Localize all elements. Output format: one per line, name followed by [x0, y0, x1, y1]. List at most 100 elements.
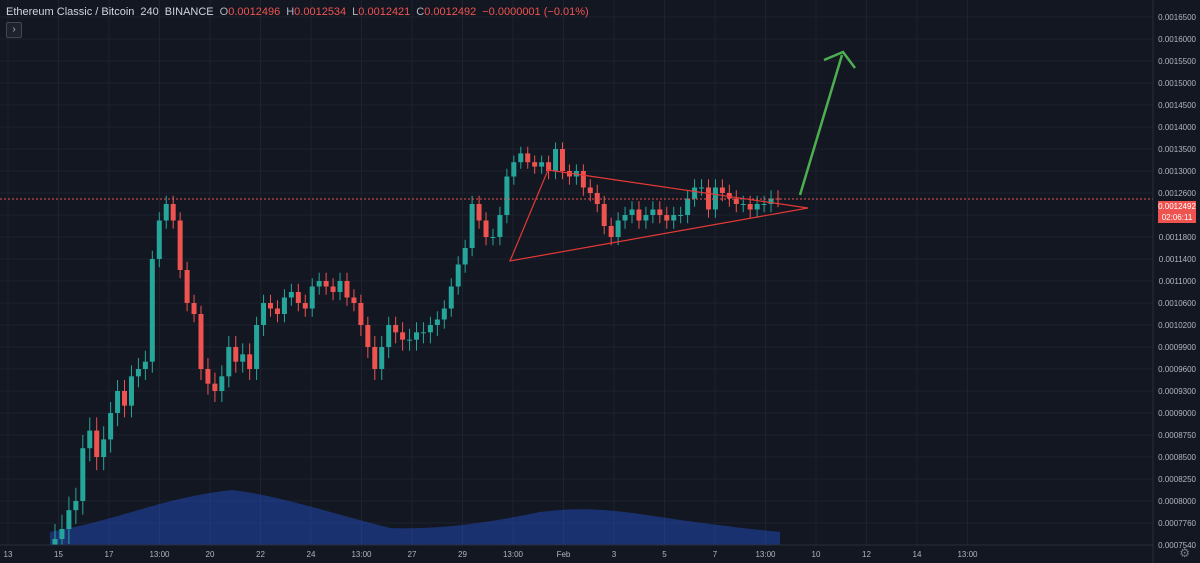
candle-body — [553, 149, 559, 171]
candle-body — [247, 354, 253, 369]
candle-body — [420, 332, 426, 334]
candle-body — [469, 204, 475, 248]
candle-body — [608, 226, 614, 237]
candle-body — [337, 281, 343, 292]
symbol-name[interactable]: Ethereum Classic / Bitcoin — [6, 6, 135, 18]
price-tick-label: 0.0011800 — [1159, 233, 1197, 242]
price-tick-label: 0.0010200 — [1158, 321, 1196, 330]
time-tick-label: 13:00 — [149, 550, 170, 559]
candle-body — [135, 369, 141, 377]
settings-gear-icon[interactable]: ⚙ — [1179, 546, 1190, 560]
candle-body — [448, 286, 454, 309]
price-tick-label: 0.0009000 — [1158, 409, 1196, 418]
candle-body — [712, 187, 718, 210]
candle-body — [365, 325, 371, 347]
candle-body — [650, 209, 656, 215]
symmetrical-triangle-drawing — [509, 169, 809, 262]
volume-area — [50, 490, 780, 545]
candle-body — [316, 281, 322, 287]
high-label: H — [286, 6, 295, 18]
time-tick-label: 13 — [4, 550, 13, 559]
candle-body — [761, 204, 767, 205]
chart-legend-header: Ethereum Classic / Bitcoin 240 BINANCE O… — [6, 6, 589, 18]
price-tick-label: 0.0013000 — [1158, 167, 1196, 176]
price-tick-label: 0.0013500 — [1158, 145, 1196, 154]
bar-countdown-tag: 02:06:11 — [1158, 212, 1196, 223]
candle-body — [87, 430, 93, 449]
candle-body — [281, 297, 287, 314]
price-axis-labels: 0.0016500 0.0016000 0.0015500 0.0015000 0.00… — [1158, 13, 1196, 550]
open-label: O — [219, 6, 229, 18]
candle-body — [386, 325, 392, 347]
candle-body — [754, 204, 760, 210]
candle-body — [80, 448, 86, 501]
candle-body — [128, 376, 134, 406]
time-tick-label: 5 — [662, 550, 667, 559]
candle-body — [94, 430, 100, 457]
candle-body — [462, 248, 468, 265]
candle-body — [643, 215, 649, 221]
candle-body — [268, 303, 274, 309]
candle-body — [476, 204, 482, 221]
candle-body — [393, 325, 399, 333]
candle-body — [671, 215, 677, 221]
price-tick-label: 0.0008500 — [1158, 453, 1196, 462]
candle-body — [323, 281, 329, 287]
last-price-tag: 0.0012492 — [1158, 201, 1196, 212]
candle-body — [407, 339, 413, 341]
candle-body — [226, 347, 232, 377]
open-value: 0.0012496 — [228, 6, 281, 18]
candle-body — [427, 325, 433, 333]
time-tick-label: 7 — [713, 550, 718, 559]
time-tick-label: 29 — [458, 550, 467, 559]
candle-body — [414, 332, 419, 340]
time-tick-label: 20 — [206, 550, 215, 559]
candle-body — [330, 286, 336, 292]
candle-body — [309, 286, 315, 309]
candle-body — [719, 187, 725, 193]
price-tick-label: 0.0010600 — [1158, 299, 1196, 308]
price-tick-label: 0.0015500 — [1158, 57, 1196, 66]
candle-body — [372, 347, 378, 369]
candle-body — [191, 303, 197, 314]
candle-body — [747, 204, 753, 210]
candle-body — [212, 383, 218, 391]
time-tick-label: 10 — [812, 550, 821, 559]
candle-body — [525, 153, 531, 163]
candle-body — [219, 376, 225, 391]
chart-grid — [0, 0, 1153, 546]
candle-body — [66, 510, 72, 529]
candle-body — [740, 204, 746, 205]
candle-body — [198, 314, 204, 369]
candle-body — [344, 281, 350, 298]
candle-body — [636, 209, 642, 221]
price-tick-label: 0.0008750 — [1158, 431, 1196, 440]
price-tick-label: 0.0014500 — [1158, 101, 1196, 110]
price-tick-label: 0.0007540 — [1158, 541, 1196, 550]
candle-body — [295, 292, 301, 303]
candle-body — [455, 264, 461, 287]
candle-body — [73, 501, 79, 511]
time-tick-label: 27 — [408, 550, 417, 559]
volume-ma-area — [50, 490, 780, 545]
candle-body — [587, 187, 593, 193]
candle-body — [101, 439, 107, 457]
candle-body — [108, 413, 114, 440]
candle-body — [657, 209, 663, 215]
candle-body — [726, 193, 732, 199]
candle-body — [664, 215, 670, 221]
price-tick-label: 0.0009900 — [1158, 343, 1196, 352]
candle-body — [358, 303, 364, 325]
candle-body — [170, 204, 176, 221]
candle-body — [490, 237, 496, 238]
time-tick-label: 12 — [862, 550, 871, 559]
time-tick-label: 14 — [913, 550, 922, 559]
collapse-legend-button[interactable]: › — [6, 22, 22, 38]
candle-body — [163, 204, 169, 221]
price-tick-label: 0.0009300 — [1158, 387, 1196, 396]
candle-body — [497, 215, 503, 237]
candle-body — [351, 297, 357, 303]
candle-body — [622, 215, 628, 221]
interval-label[interactable]: 240 — [140, 6, 159, 18]
